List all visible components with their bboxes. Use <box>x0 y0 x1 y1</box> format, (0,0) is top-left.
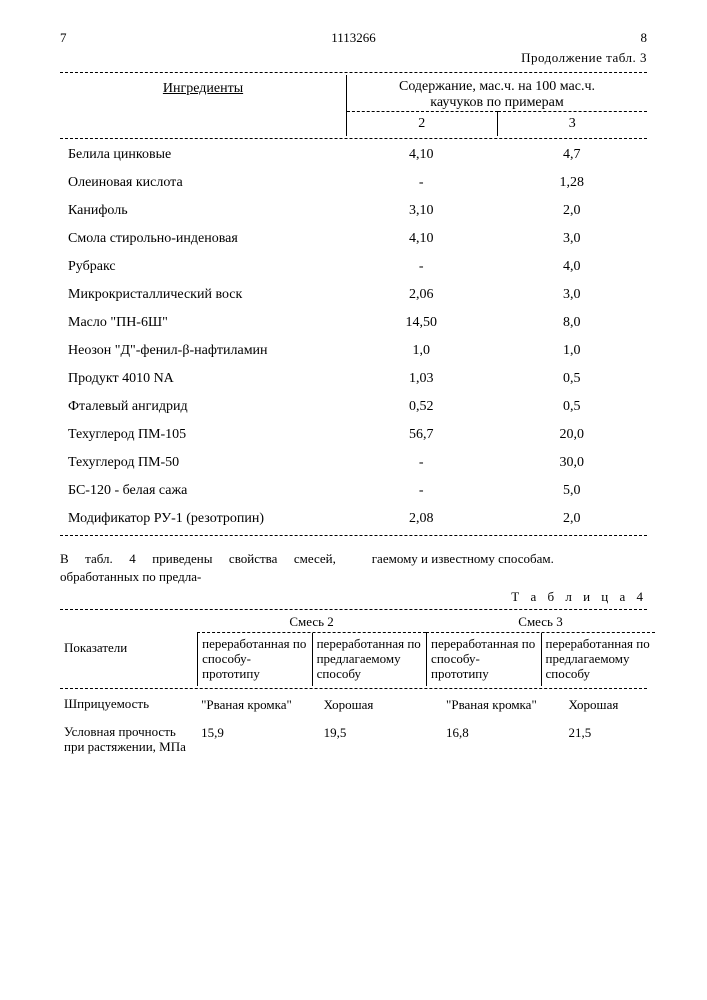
ingredient-v2: - <box>346 483 497 499</box>
table-row: Олеиновая кислота-1,28 <box>60 169 647 197</box>
ingredient-v3: 1,28 <box>497 175 648 191</box>
ingredient-name: Канифоль <box>60 203 346 219</box>
continuation-label: Продолжение табл. 3 <box>60 50 647 66</box>
table-row: Техуглерод ПМ-50-30,0 <box>60 449 647 477</box>
cell: "Рваная кромка" <box>197 697 319 713</box>
table-row: Техуглерод ПМ-10556,720,0 <box>60 421 647 449</box>
table3-top-rule <box>60 72 647 73</box>
table4-sub-offer: переработанная по предлагаемому способу <box>312 633 426 686</box>
ingredient-v3: 5,0 <box>497 483 648 499</box>
table4-group3: Смесь 3 <box>426 612 655 633</box>
ingredient-name: Масло "ПН-6Ш" <box>60 315 346 331</box>
ingredient-v3: 4,0 <box>497 259 648 275</box>
ingredient-name: Фталевый ангидрид <box>60 399 346 415</box>
ingredient-v3: 0,5 <box>497 399 648 415</box>
table-row: Шприцуемость"Рваная кромка"Хорошая"Рвана… <box>60 691 647 719</box>
table-row: Условная прочность при растяжении, МПа15… <box>60 719 647 761</box>
ingredient-v3: 3,0 <box>497 287 648 303</box>
cell: Хорошая <box>564 697 686 713</box>
cell: 16,8 <box>442 725 564 755</box>
table4-body: Шприцуемость"Рваная кромка"Хорошая"Рвана… <box>60 691 647 761</box>
table-row: Масло "ПН-6Ш"14,508,0 <box>60 309 647 337</box>
ingredient-v3: 8,0 <box>497 315 648 331</box>
table-row: Модификатор РУ-1 (резотропин)2,082,0 <box>60 505 647 533</box>
table3-col-ingredients: Ингредиенты <box>163 81 243 96</box>
ingredient-name: Техуглерод ПМ-105 <box>60 427 346 443</box>
table3-bottom-rule <box>60 535 647 536</box>
ingredient-v2: 4,10 <box>346 231 497 247</box>
table3-subheader: 2 3 <box>60 111 647 136</box>
ingredient-v2: - <box>346 455 497 471</box>
table3-body: Белила цинковые4,104,7Олеиновая кислота-… <box>60 141 647 533</box>
ingredient-v3: 2,0 <box>497 511 648 527</box>
ingredient-v2: 56,7 <box>346 427 497 443</box>
table-row: Рубракс-4,0 <box>60 253 647 281</box>
ingredient-v3: 2,0 <box>497 203 648 219</box>
table3-head-rule <box>60 138 647 139</box>
table3-header: Ингредиенты Содержание, мас.ч. на 100 ма… <box>60 75 647 111</box>
ingredient-name: БС-120 - белая сажа <box>60 483 346 499</box>
ingredient-v2: 14,50 <box>346 315 497 331</box>
table4-sub-proto: переработанная по способу-прототипу <box>197 633 311 686</box>
ingredient-name: Рубракс <box>60 259 346 275</box>
table4-label: Т а б л и ц а 4 <box>60 589 647 605</box>
ingredient-v3: 20,0 <box>497 427 648 443</box>
ingredient-v2: - <box>346 259 497 275</box>
ingredient-v3: 30,0 <box>497 455 648 471</box>
ingredient-v2: - <box>346 175 497 191</box>
ingredient-name: Продукт 4010 NA <box>60 371 346 387</box>
table4-sub-offer2: переработанная по предлагаемому способу <box>541 633 655 686</box>
table3-col-content-l2: каучуков по примерам <box>351 95 643 111</box>
cell: Хорошая <box>320 697 442 713</box>
ingredient-name: Техуглерод ПМ-50 <box>60 455 346 471</box>
cell: 15,9 <box>197 725 319 755</box>
ingredient-name: Неозон "Д"-фенил-β-нафтиламин <box>60 343 346 359</box>
cell: "Рваная кромка" <box>442 697 564 713</box>
table-row: БС-120 - белая сажа-5,0 <box>60 477 647 505</box>
table-row: Канифоль3,102,0 <box>60 197 647 225</box>
table-row: Микрокристаллический воск2,063,0 <box>60 281 647 309</box>
ingredient-name: Белила цинковые <box>60 147 346 163</box>
ingredient-name: Олеиновая кислота <box>60 175 346 191</box>
cell: 21,5 <box>564 725 686 755</box>
table-row: Неозон "Д"-фенил-β-нафтиламин1,01,0 <box>60 337 647 365</box>
document-number: 1113266 <box>331 30 376 46</box>
table3-col-content-l1: Содержание, мас.ч. на 100 мас.ч. <box>351 79 643 95</box>
ingredient-v2: 0,52 <box>346 399 497 415</box>
ingredient-v3: 4,7 <box>497 147 648 163</box>
table-row: Смола стирольно-инденовая4,103,0 <box>60 225 647 253</box>
table4-sub-proto2: переработанная по способу-прототипу <box>426 633 540 686</box>
ingredient-v2: 2,06 <box>346 287 497 303</box>
table3-subcol-2: 2 <box>347 111 498 136</box>
ingredient-v2: 3,10 <box>346 203 497 219</box>
ingredient-v2: 4,10 <box>346 147 497 163</box>
left-page-number: 7 <box>60 30 67 46</box>
ingredient-name: Модификатор РУ-1 (резотропин) <box>60 511 346 527</box>
mid-right: гаемому и известному способам. <box>372 550 642 568</box>
table4-header: Показатели Смесь 2 переработанная по спо… <box>60 612 647 686</box>
table-row: Фталевый ангидрид0,520,5 <box>60 393 647 421</box>
table-row: Продукт 4010 NA1,030,5 <box>60 365 647 393</box>
ingredient-v2: 2,08 <box>346 511 497 527</box>
indicator-name: Шприцуемость <box>60 697 197 713</box>
right-page-number: 8 <box>640 30 647 46</box>
table-row: Белила цинковые4,104,7 <box>60 141 647 169</box>
ingredient-name: Смола стирольно-инденовая <box>60 231 346 247</box>
ingredient-v2: 1,0 <box>346 343 497 359</box>
table3-subcol-3: 3 <box>498 111 648 136</box>
cell: 19,5 <box>320 725 442 755</box>
ingredient-name: Микрокристаллический воск <box>60 287 346 303</box>
page-numbers: 7 1113266 8 <box>60 30 647 46</box>
table4-top-rule <box>60 609 647 610</box>
ingredient-v2: 1,03 <box>346 371 497 387</box>
ingredient-v3: 1,0 <box>497 343 648 359</box>
table4-group2: Смесь 2 <box>197 612 426 633</box>
mid-left: В табл. 4 приведены свойства смесей, обр… <box>60 550 336 585</box>
indicator-name: Условная прочность при растяжении, МПа <box>60 725 197 755</box>
ingredient-v3: 0,5 <box>497 371 648 387</box>
ingredient-v3: 3,0 <box>497 231 648 247</box>
table4-col-indicators: Показатели <box>60 612 197 686</box>
table4-head-rule <box>60 688 647 689</box>
mid-paragraph: В табл. 4 приведены свойства смесей, обр… <box>60 550 647 585</box>
